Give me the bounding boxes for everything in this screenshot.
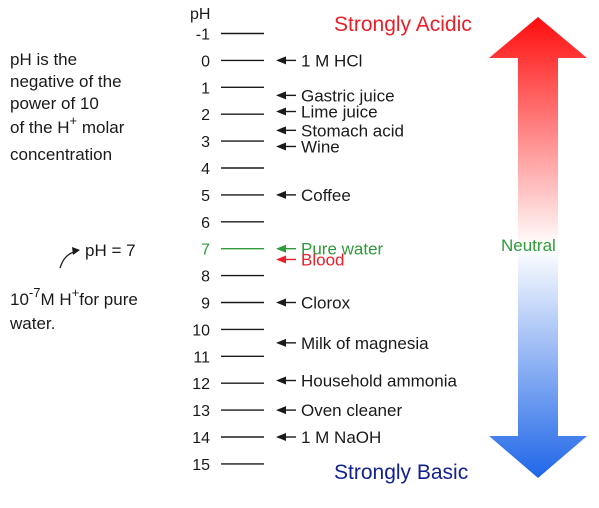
arrow-shape [489,17,587,478]
substance-label: Lime juice [301,103,378,122]
substance-pointer-arrow [276,433,296,441]
ph-tick-label: 0 [201,53,210,70]
substance-pointer-arrow [276,107,296,116]
strongly-acidic-label: Strongly Acidic [334,13,472,36]
exponent: -7 [29,285,41,300]
ph-tick-label: 6 [201,215,210,232]
substance-label: Clorox [301,294,351,313]
ph-tick-label: 1 [201,80,210,97]
substance-label: Milk of magnesia [301,334,429,353]
molar-h: M H [40,290,71,309]
substance-pointer-arrow [276,338,296,347]
gradient-double-arrow [489,17,587,478]
substance-label: Pure water [301,240,384,259]
ph-tick-label: 10 [192,322,210,339]
concentration-example: 10-7M H+for pure [10,285,138,309]
ph-tick-label: 11 [193,349,210,366]
explanation-molar: molar [77,118,125,137]
neutral-label: Neutral [501,236,556,255]
ph-tick-label: 8 [201,269,210,286]
curved-pointer-arrowhead [72,247,80,255]
explanation-line: negative of the [10,72,122,91]
ph-tick-label: -1 [196,27,210,44]
substance-pointer-arrow [276,91,296,100]
ph-tick-label: 4 [201,161,210,178]
strongly-basic-label: Strongly Basic [334,461,468,484]
explanation-line: power of 10 [10,94,99,113]
h-ion-superscript: + [70,113,78,128]
substance-label: Gastric juice [301,86,395,105]
ph-tick-label: 13 [192,403,210,420]
substance-label: Coffee [301,186,351,205]
ph-tick-label: 12 [192,376,210,393]
ph-tick-label: 15 [192,457,210,474]
substance-label: 1 M HCl [301,51,362,70]
for-pure: for pure [79,290,138,309]
ph-tick-label: 7 [201,242,210,259]
substance-label: Wine [301,137,340,156]
substance-pointer-arrow [276,244,296,253]
ph-equals-label: pH = 7 [85,241,136,260]
ph-tick-label: 14 [192,430,210,447]
substance-label: Oven cleaner [301,401,402,420]
substance-pointer-arrow [276,376,296,385]
ph-tick-label: 9 [201,296,210,313]
substance-label: Blood [301,250,344,269]
ph-tick-label: 5 [201,188,210,205]
substance-label: 1 M NaOH [301,428,381,447]
explanation-line: concentration [10,145,112,164]
ph-tick-label: 3 [201,134,210,151]
concentration-example-line2: water. [9,314,55,333]
substance-pointer-arrow [276,126,296,135]
ph-scale-header: pH [190,6,210,23]
substance-pointer-arrow [276,406,296,415]
explanation-line: pH is the [10,50,77,69]
substance-pointer-arrow [276,298,296,307]
curved-pointer-arrow [59,251,75,269]
explanation-text: pH is the negative of the power of 10 of… [10,50,125,164]
substance-pointer-arrow [276,255,296,264]
substance-pointer-arrow [276,56,296,65]
substance-label: Household ammonia [301,372,457,391]
h-ion-superscript: + [72,285,80,300]
explanation-h-ion: of the H [10,118,70,137]
ph-tick-label: 2 [201,107,210,124]
explanation-line: of the H+ molar [10,113,125,137]
substance-pointer-arrow [276,190,296,199]
substance-label: Stomach acid [301,121,404,140]
ten-base: 10 [10,290,29,309]
example-block: pH = 7 10-7M H+for pure water. [9,241,138,333]
substance-pointer-arrow [276,142,296,151]
